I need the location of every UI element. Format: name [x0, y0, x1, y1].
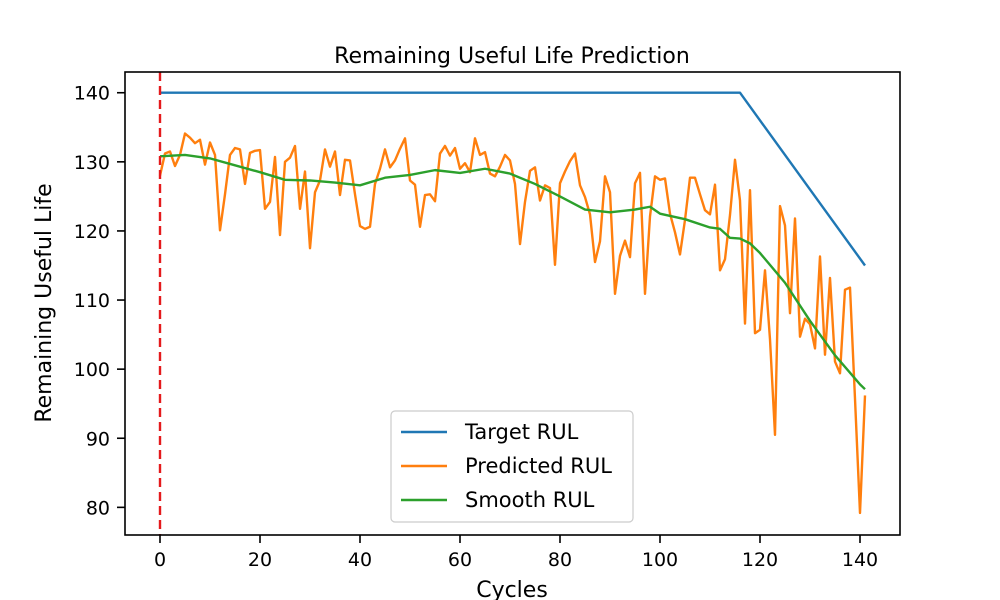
legend-label-smooth-rul: Smooth RUL — [465, 488, 595, 512]
y-tick-label: 100 — [74, 359, 110, 381]
y-tick-label: 130 — [74, 152, 110, 174]
y-tick-label: 80 — [86, 497, 110, 519]
y-tick-label: 110 — [74, 290, 110, 312]
plot-area — [158, 72, 867, 535]
x-axis: 0 20 40 60 80 100 120 140 — [154, 535, 878, 571]
chart-title: Remaining Useful Life Prediction — [334, 44, 690, 69]
legend-box — [390, 410, 634, 523]
x-tick-label: 60 — [448, 549, 472, 571]
series-line-predicted-rul — [158, 132, 867, 515]
series-line-target-rul — [160, 91, 866, 267]
y-tick-label: 120 — [74, 221, 110, 243]
legend-label-target-rul: Target RUL — [464, 420, 579, 444]
y-tick-label: 140 — [74, 83, 110, 105]
x-tick-label: 20 — [248, 549, 272, 571]
x-tick-label: 40 — [348, 549, 372, 571]
x-axis-label: Cycles — [476, 578, 548, 600]
plot-frame — [124, 71, 901, 536]
legend: Target RUL Predicted RUL Smooth RUL — [390, 410, 634, 523]
x-tick-label: 140 — [842, 549, 878, 571]
y-tick-label: 90 — [86, 428, 110, 450]
y-axis: 80 90 100 110 120 130 140 — [74, 83, 125, 519]
x-tick-label: 80 — [548, 549, 572, 571]
x-tick-label: 100 — [642, 549, 678, 571]
x-tick-label: 0 — [154, 549, 166, 571]
y-axis-label: Remaining Useful Life — [32, 183, 57, 422]
series-line-smooth-rul — [159, 153, 866, 391]
legend-label-predicted-rul: Predicted RUL — [465, 454, 612, 478]
x-tick-label: 120 — [742, 549, 778, 571]
